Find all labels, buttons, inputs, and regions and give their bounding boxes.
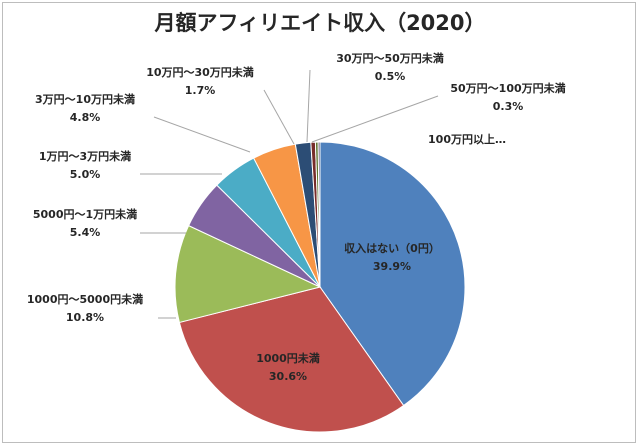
leader-line xyxy=(311,95,439,143)
leader-line xyxy=(263,89,295,145)
slice-percent-label: 39.9% xyxy=(373,260,411,273)
slice-label: 1万円～3万円未満 xyxy=(39,149,131,163)
pie-slice xyxy=(319,141,466,407)
slice-percent-label: 1.7% xyxy=(185,84,216,97)
leader-line xyxy=(153,116,251,153)
slice-label: 50万円～100万円未満 xyxy=(450,81,565,95)
slice-label: 10万円～30万円未満 xyxy=(146,65,254,79)
slice-percent-label: 30.6% xyxy=(269,370,307,383)
slice-percent-label: 4.8% xyxy=(70,111,101,124)
pie-slice xyxy=(317,141,321,288)
pie-slice xyxy=(174,224,322,324)
slice-percent-label: 5.4% xyxy=(70,226,101,239)
slice-label: 収入はない（0円） xyxy=(344,242,440,255)
slice-label: 1000円未満 xyxy=(256,351,320,365)
slice-label: 3万円～10万円未満 xyxy=(35,92,135,106)
slice-label: 1000円～5000円未満 xyxy=(27,292,143,306)
slice-percent-label: 5.0% xyxy=(70,168,101,181)
slice-percent-label: 0.3% xyxy=(493,100,524,113)
leader-lines xyxy=(140,69,439,319)
slice-label: 30万円～50万円未満 xyxy=(336,51,444,65)
slice-percent-label: 0.5% xyxy=(375,70,406,83)
slice-labels: 収入はない（0円） 39.9% 1000円未満 30.6% 1000円～5000円未満 1… xyxy=(27,51,566,383)
chart-title: 月額アフィリエイト収入（2020） xyxy=(153,11,485,35)
pie-slice xyxy=(178,286,405,433)
pie-slices xyxy=(174,141,466,433)
slice-label: 5000円～1万円未満 xyxy=(33,207,137,221)
slice-percent-label: 10.8% xyxy=(66,311,104,324)
leader-line xyxy=(306,69,311,143)
slice-label: 100万円以上… xyxy=(428,132,506,146)
